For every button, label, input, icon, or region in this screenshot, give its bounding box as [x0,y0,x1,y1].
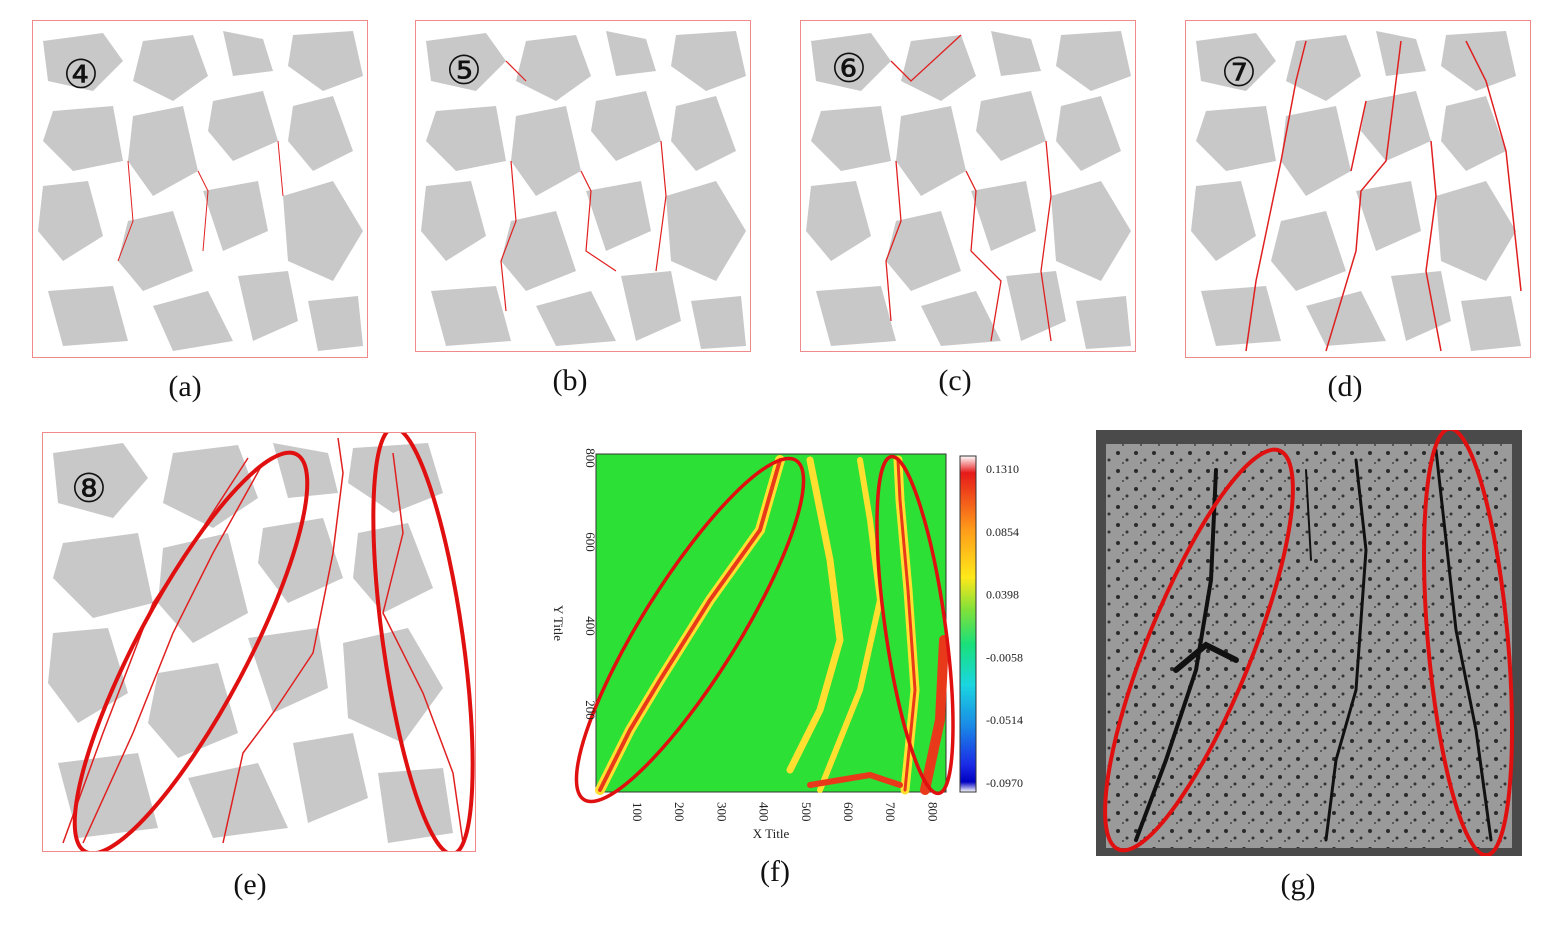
y-tick-label: 400 [583,616,598,636]
y-axis-ticks: 800 600 400 200 [583,448,598,720]
highlight-ellipse-right [371,433,475,851]
caption-b: (b) [552,364,588,397]
crack-lines [885,34,1052,342]
caption-c: (c) [938,364,972,397]
panel-a-mesoscale-model: ④ [32,20,368,358]
x-axis-label: X Title [753,826,790,841]
stage-marker: ④ [63,52,99,97]
x-tick-label: 800 [925,802,940,822]
contour-plot: 800 600 400 200 100 200 300 400 500 600 700 800 X … [551,448,1023,841]
aggregates [806,31,1131,349]
aggregates [421,31,746,349]
crack-lines [1245,40,1522,352]
panel-f-contour-plot: 800 600 400 200 100 200 300 400 500 600 700 800 X … [540,440,1080,850]
aggregate-pattern-b [421,31,746,349]
panel-e-mesoscale-model: ⑧ [42,432,476,852]
colorbar-tick-label: 0.0398 [986,588,1019,602]
highlight-ellipse-left [1103,447,1295,853]
x-tick-label: 300 [714,802,729,822]
stage-marker: ⑤ [446,48,482,93]
crack-lines [117,140,284,262]
crack-lines [500,60,667,312]
stage-marker: ⑥ [831,46,867,91]
aggregate-pattern-e [48,433,475,851]
contour-field [595,453,947,793]
panel-b-mesoscale-model: ⑤ [415,20,751,352]
colorbar-tick-label: -0.0514 [986,713,1023,727]
colorbar-tick-label: 0.0854 [986,525,1019,539]
x-tick-label: 100 [630,802,645,822]
highlight-ellipse-right [1422,430,1514,856]
x-tick-label: 200 [672,802,687,822]
caption-e: (e) [233,868,267,901]
stage-marker: ⑧ [71,466,107,511]
x-tick-label: 400 [757,802,772,822]
aggregate-pattern-c [806,31,1131,349]
panel-d-mesoscale-model: ⑦ [1185,20,1531,358]
caption-a: (a) [168,370,202,403]
x-tick-label: 700 [883,802,898,822]
colorbar-ticks: 0.1310 0.0854 0.0398 -0.0058 -0.0514 -0.0970 [986,462,1023,790]
caption-d: (d) [1327,370,1363,403]
caption-f: (f) [760,855,790,888]
stage-marker: ⑦ [1221,50,1257,95]
y-tick-label: 600 [583,532,598,552]
photo-cracks [1134,448,1493,842]
y-tick-label: 200 [583,700,598,720]
y-tick-label: 800 [583,448,598,468]
crack-lines [62,437,464,844]
y-axis-label: Y Title [551,605,566,641]
highlight-ellipse-left [72,450,310,851]
x-tick-label: 500 [799,802,814,822]
colorbar-tick-label: -0.0058 [986,650,1023,664]
aggregates [48,443,453,843]
caption-g: (g) [1280,868,1316,901]
x-tick-label: 600 [841,802,856,822]
aggregates [38,31,363,351]
colorbar-tick-label: -0.0970 [986,776,1023,790]
panel-c-mesoscale-model: ⑥ [800,20,1136,352]
highlight-ellipse-left [574,456,806,804]
aggregate-pattern-a [38,31,363,351]
colorbar-tick-label: 0.1310 [986,462,1019,476]
specimen-photo-illustration [1096,430,1522,856]
x-axis-ticks: 100 200 300 400 500 600 700 800 [630,802,940,822]
aggregate-pattern-d [1191,31,1522,352]
highlight-ellipse-right [875,454,955,796]
panel-g-specimen-photo [1096,430,1522,856]
colorbar [959,455,977,793]
aggregates [1191,31,1521,351]
